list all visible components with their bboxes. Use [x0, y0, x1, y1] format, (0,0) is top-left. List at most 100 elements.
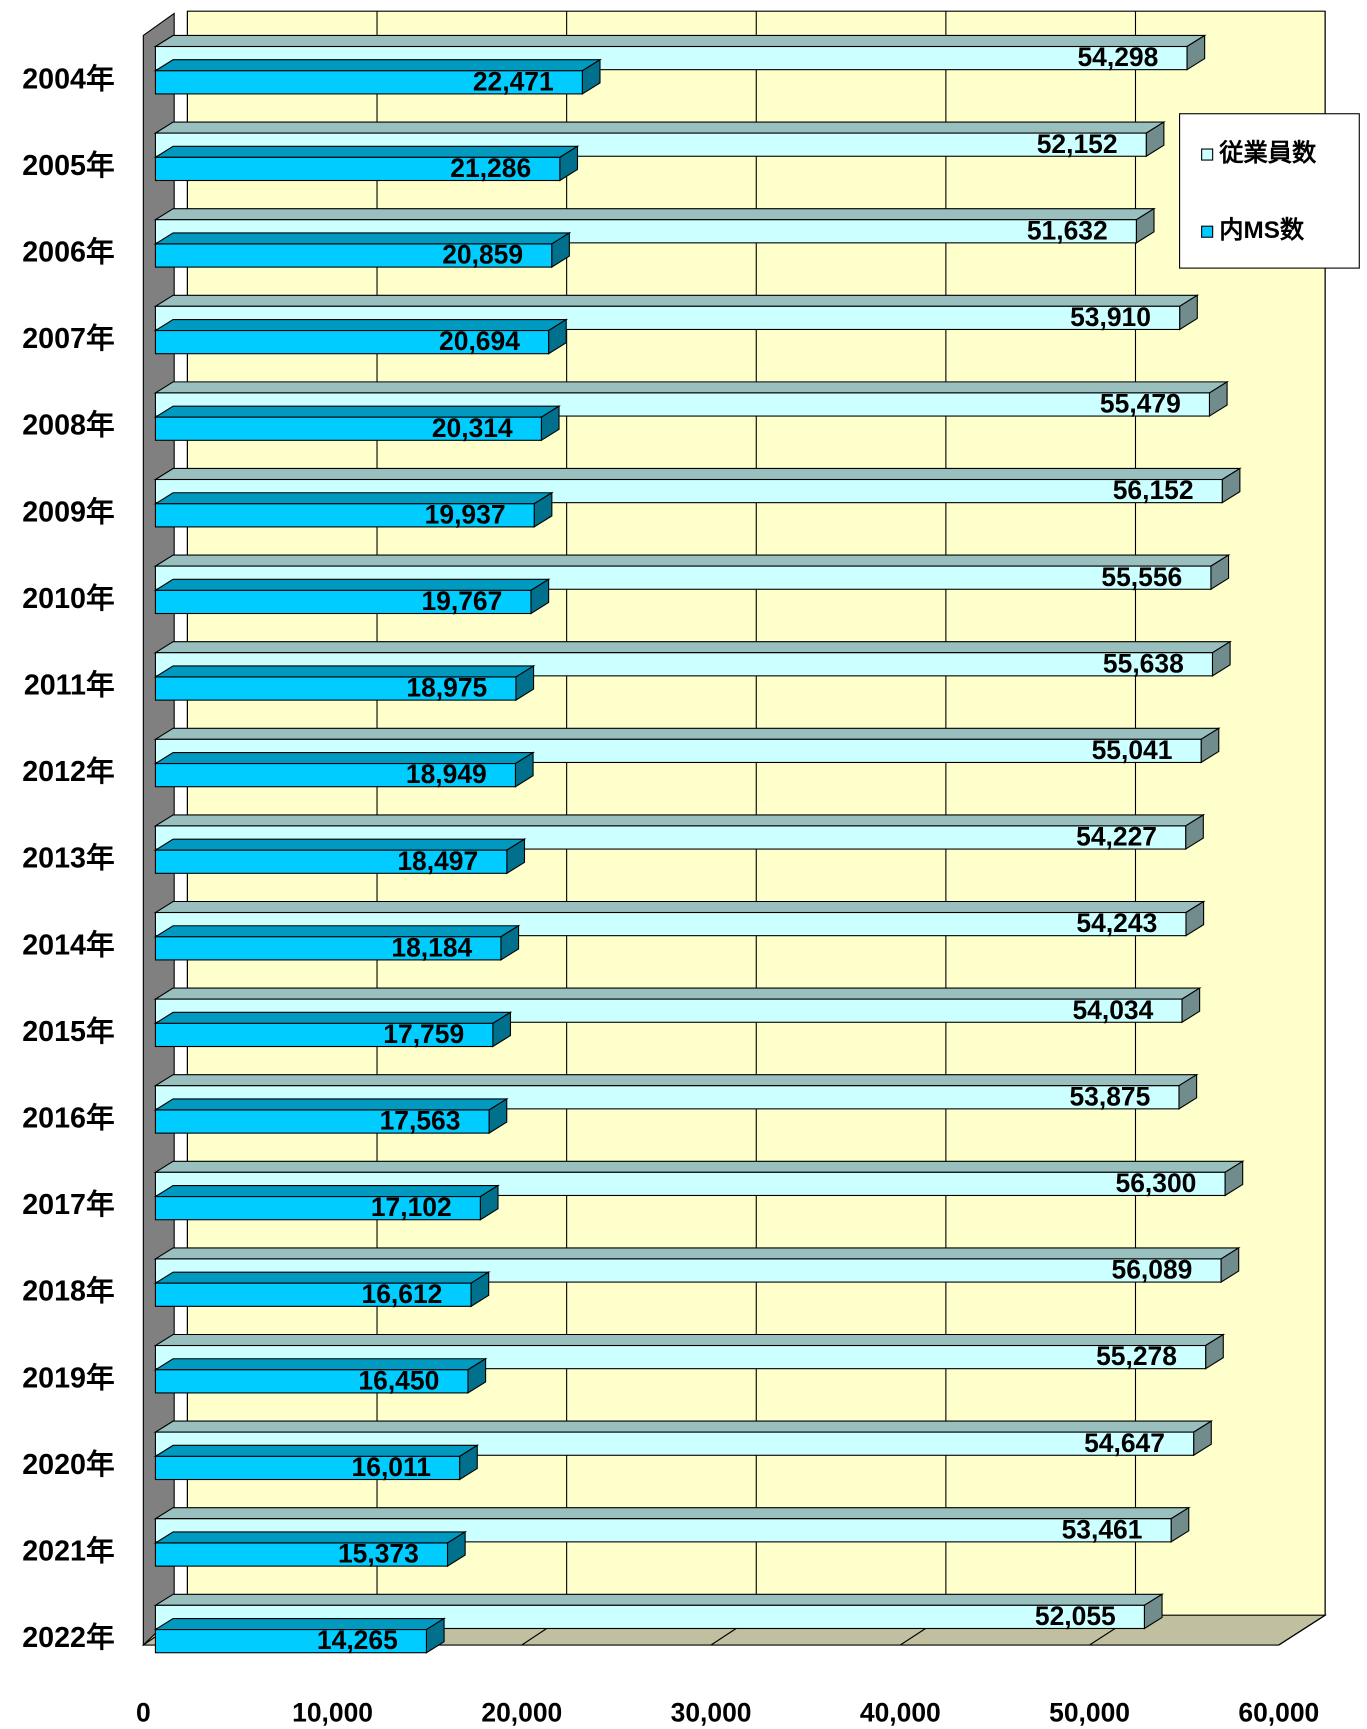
x-tick-label: 50,000 [1049, 1697, 1130, 1727]
data-label: 54,298 [1077, 42, 1158, 72]
data-label: 18,184 [391, 932, 472, 962]
bar-top [153, 208, 1156, 221]
bar [153, 1097, 509, 1135]
data-label: 55,041 [1092, 735, 1173, 765]
data-label: 56,152 [1113, 475, 1194, 505]
bar-front [154, 849, 508, 874]
bar-front [154, 936, 502, 961]
data-label: 55,479 [1100, 389, 1181, 419]
bar-front [154, 763, 516, 788]
bar [153, 987, 1202, 1024]
data-label: 56,300 [1116, 1168, 1197, 1198]
bar [153, 1184, 500, 1221]
bar-front [154, 1196, 481, 1221]
y-tick-label: 2021年 [22, 1534, 114, 1567]
bar [153, 1617, 447, 1654]
bar-front [154, 503, 535, 528]
x-tick-label: 0 [136, 1697, 151, 1727]
data-label: 16,612 [362, 1279, 443, 1309]
legend-label: 内MS数 [1219, 217, 1305, 244]
data-label: 52,152 [1037, 129, 1118, 159]
bar-top [153, 987, 1202, 1000]
bar [153, 1444, 480, 1481]
data-label: 55,556 [1101, 562, 1182, 592]
data-label: 51,632 [1027, 215, 1108, 245]
data-label: 54,227 [1076, 822, 1157, 852]
y-tick-label: 2008年 [22, 409, 114, 442]
data-label: 15,373 [338, 1539, 419, 1569]
bar [153, 1357, 488, 1394]
x-tick-label: 30,000 [671, 1697, 752, 1727]
bar-front [154, 1455, 461, 1481]
bar-top [153, 1618, 447, 1631]
data-label: 54,034 [1072, 995, 1153, 1025]
bar [153, 578, 551, 615]
bar-front [154, 1109, 490, 1134]
data-label: 56,089 [1112, 1255, 1193, 1285]
bar-front [154, 156, 561, 182]
bar [153, 924, 521, 961]
x-tick-label: 20,000 [481, 1697, 562, 1727]
bar-top [153, 1333, 1226, 1347]
bar-top [153, 900, 1206, 914]
y-tick-label: 2009年 [22, 495, 114, 528]
data-label: 19,937 [425, 499, 506, 529]
bar [153, 1530, 468, 1568]
legend-swatch [1201, 148, 1214, 161]
data-label: 54,647 [1084, 1428, 1165, 1458]
y-tick-label: 2022年 [22, 1621, 114, 1654]
data-label: 20,859 [442, 240, 523, 270]
data-label: 53,875 [1069, 1081, 1150, 1111]
y-tick-label: 2007年 [22, 322, 114, 355]
data-label: 18,949 [406, 759, 487, 789]
bar-top [153, 121, 1166, 134]
data-label: 18,497 [397, 846, 478, 876]
bar-front [154, 70, 583, 95]
bar [153, 813, 1206, 851]
legend [1179, 113, 1360, 269]
legend-label: 従業員数 [1218, 139, 1317, 167]
data-label: 17,759 [383, 1019, 464, 1049]
legend-swatch [1201, 225, 1214, 238]
data-label: 20,314 [432, 413, 513, 443]
bar-front [154, 1282, 472, 1307]
bar-top [153, 1593, 1164, 1606]
bar [153, 1271, 491, 1308]
bar-top [153, 641, 1233, 654]
bar-front [154, 1369, 469, 1394]
bar [153, 145, 580, 182]
data-label: 54,243 [1076, 908, 1157, 938]
bar-top [153, 467, 1242, 481]
data-label: 53,910 [1070, 302, 1151, 332]
y-tick-label: 2011年 [24, 668, 115, 701]
bar-front [154, 330, 550, 355]
bar-front [154, 416, 542, 441]
x-tick-label: 10,000 [292, 1697, 373, 1727]
bar [153, 1011, 513, 1048]
data-label: 19,767 [421, 586, 502, 616]
bar [153, 231, 572, 269]
data-label: 16,011 [352, 1452, 431, 1482]
bar [153, 664, 536, 702]
bar-top [153, 1420, 1214, 1433]
data-label: 55,278 [1096, 1341, 1177, 1371]
y-tick-label: 2015年 [22, 1015, 114, 1048]
y-tick-label: 2012年 [22, 755, 114, 788]
bar-front [154, 589, 532, 615]
y-tick-label: 2016年 [22, 1101, 114, 1134]
bar-top [153, 554, 1231, 567]
bar [153, 318, 569, 355]
x-tick-label: 60,000 [1238, 1697, 1319, 1727]
y-tick-label: 2018年 [22, 1275, 114, 1308]
y-tick-label: 2014年 [22, 928, 114, 961]
floor-grid-line [1278, 1614, 1326, 1646]
data-label: 52,055 [1035, 1601, 1116, 1631]
bar-top [153, 1247, 1241, 1260]
bar [153, 838, 527, 875]
data-label: 55,638 [1103, 648, 1184, 678]
bar-front [154, 676, 517, 701]
data-label: 18,975 [406, 673, 487, 703]
y-tick-label: 2019年 [22, 1361, 114, 1394]
bar-front [154, 1542, 449, 1567]
